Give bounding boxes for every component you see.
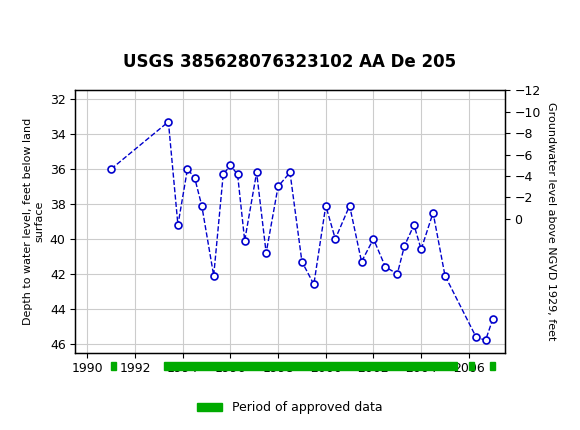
Y-axis label: Groundwater level above NGVD 1929, feet: Groundwater level above NGVD 1929, feet <box>546 102 556 341</box>
Text: ╳USGS: ╳USGS <box>12 8 70 31</box>
Y-axis label: Depth to water level, feet below land
surface: Depth to water level, feet below land su… <box>23 118 44 325</box>
Text: USGS 385628076323102 AA De 205: USGS 385628076323102 AA De 205 <box>124 53 456 71</box>
Legend: Period of approved data: Period of approved data <box>192 396 388 419</box>
